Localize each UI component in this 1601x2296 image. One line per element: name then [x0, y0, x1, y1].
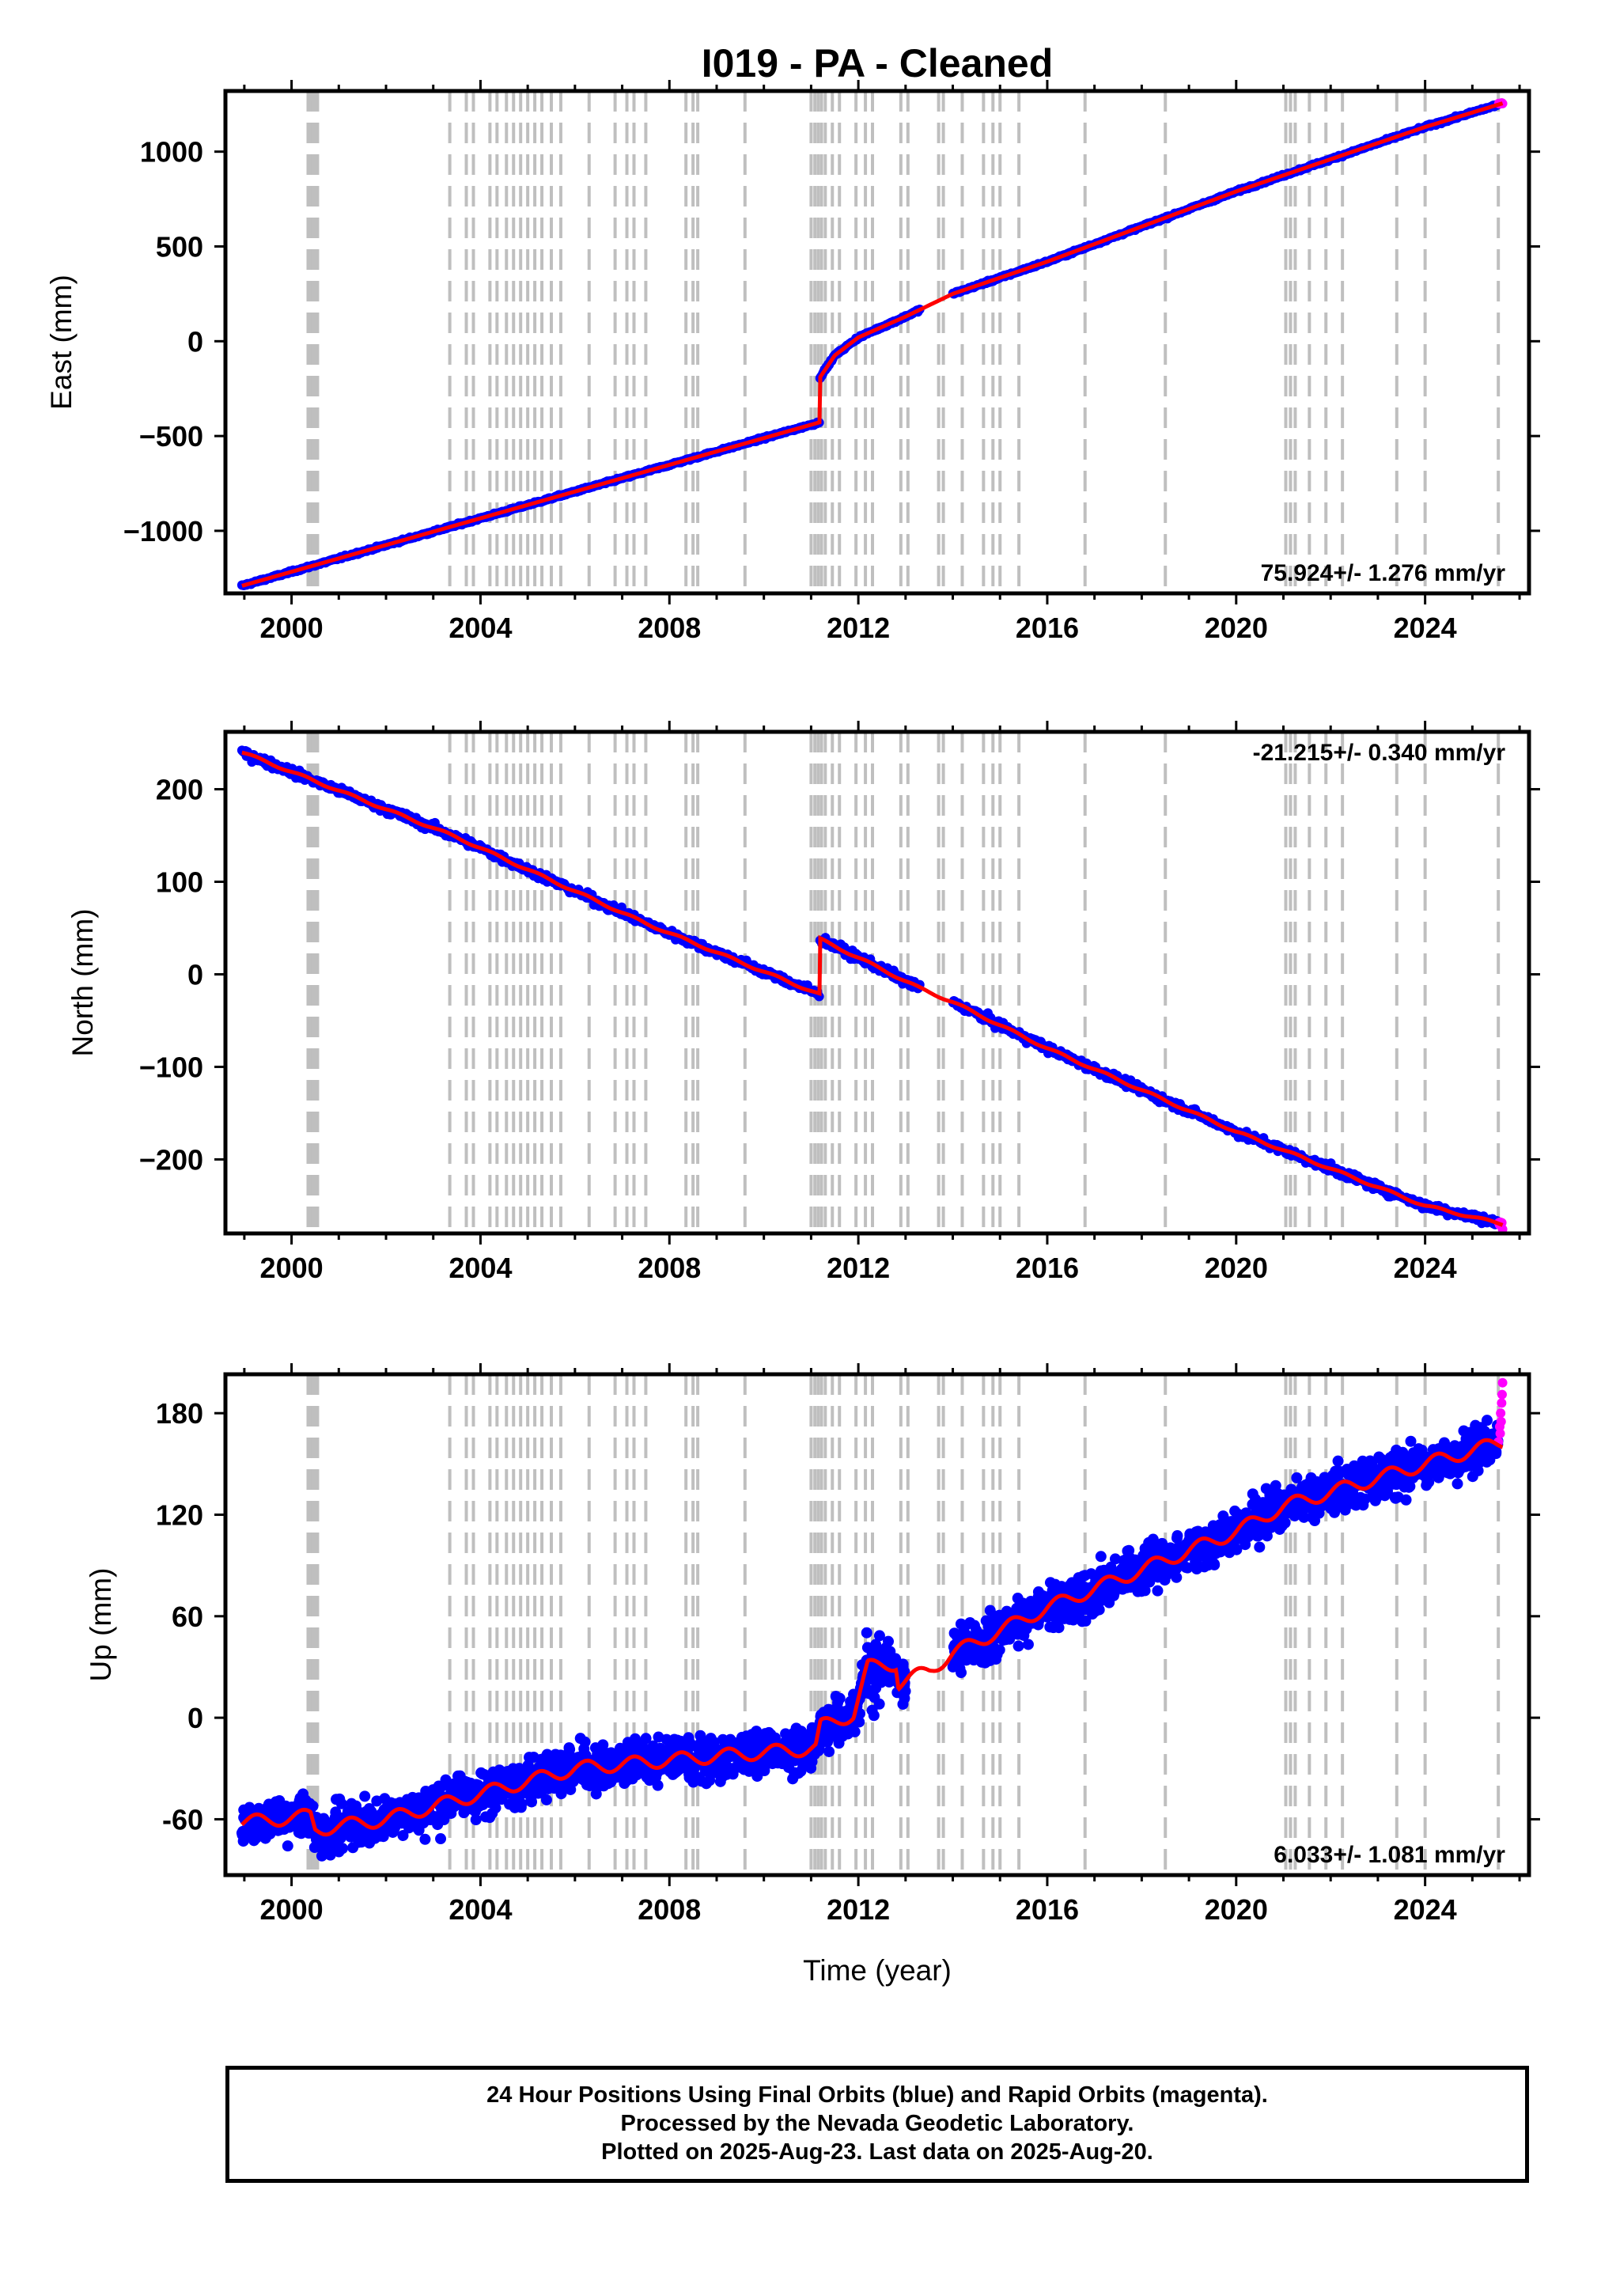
data-point	[1261, 1530, 1273, 1542]
data-point	[1291, 1472, 1303, 1483]
data-point	[1122, 1545, 1134, 1557]
y-tick-label: −200	[139, 1143, 203, 1176]
y-tick-label: 200	[156, 774, 203, 806]
data-point	[324, 1849, 336, 1861]
x-axis: 2000 2004 2008 2012 2016 2020 2024	[243, 721, 1521, 1284]
x-axis: 2000 2004 2008 2012 2016 2020 2024	[243, 80, 1521, 644]
x-tick-label: 2016	[1016, 612, 1079, 644]
data-point	[1086, 1608, 1098, 1620]
plot-area	[237, 91, 1508, 593]
data-point	[1405, 1435, 1417, 1447]
data-point	[1359, 1493, 1371, 1505]
plot-frame	[223, 89, 1531, 596]
data-point	[419, 1833, 431, 1845]
y-axis: −1000 −500 0 500 1000	[123, 136, 1540, 547]
x-tick-label: 2008	[638, 612, 701, 644]
y-tick-label: 1000	[140, 136, 203, 169]
data-point	[540, 1794, 552, 1805]
model-line	[241, 750, 1504, 1227]
plot-area	[237, 732, 1508, 1233]
north-panel: 2000 2004 2008 2012 2016 2020 2024 −200 −100 0 100…	[66, 721, 1540, 1284]
figure-title: I019 - PA - Cleaned	[702, 41, 1054, 85]
data-point	[695, 1730, 706, 1741]
final-orbit-points	[237, 100, 1503, 590]
final-orbit-points	[237, 745, 1503, 1229]
data-point	[1332, 1455, 1344, 1467]
y-tick-label: −100	[139, 1051, 203, 1083]
plot-frame	[223, 729, 1531, 1236]
data-point	[1044, 1577, 1056, 1589]
x-tick-label: 2020	[1205, 612, 1268, 644]
data-point	[1390, 1492, 1402, 1504]
plot-area	[236, 1374, 1508, 1875]
x-tick-label: 2020	[1205, 1252, 1268, 1284]
y-tick-label: −1000	[123, 515, 203, 547]
data-point	[1171, 1571, 1183, 1583]
x-tick-label: 2004	[449, 1252, 512, 1284]
data-point	[1190, 1563, 1202, 1575]
y-axis-label: East (mm)	[45, 275, 78, 410]
y-tick-label: −500	[139, 420, 203, 453]
data-point	[868, 1710, 880, 1722]
y-tick-label: 0	[187, 958, 203, 991]
data-point	[790, 1722, 802, 1734]
x-tick-label: 2024	[1394, 612, 1457, 644]
x-tick-label: 2024	[1394, 1252, 1457, 1284]
data-point	[337, 1843, 349, 1855]
data-point	[1481, 1415, 1493, 1426]
rate-annotation: 75.924+/- 1.276 mm/yr	[1261, 560, 1506, 586]
x-tick-label: 2000	[260, 612, 324, 644]
x-tick-label: 2004	[449, 612, 512, 644]
x-tick-label: 2008	[638, 1252, 701, 1284]
y-axis: −200 −100 0 100 200	[139, 774, 1540, 1176]
data-point	[1012, 1640, 1024, 1652]
x-tick-label: 2000	[260, 1252, 324, 1284]
data-point	[1044, 1621, 1056, 1633]
x-tick-label: 2012	[827, 612, 890, 644]
data-point	[359, 1790, 371, 1802]
data-point	[1451, 1478, 1463, 1490]
data-point	[707, 1737, 719, 1749]
x-tick-label: 2016	[1016, 1252, 1079, 1284]
y-axis-label: North (mm)	[66, 908, 99, 1056]
rate-annotation: -21.215+/- 0.340 mm/yr	[1253, 740, 1506, 766]
data-point	[371, 1795, 383, 1807]
data-point	[282, 1840, 293, 1852]
data-point	[435, 1833, 447, 1845]
data-point	[1152, 1585, 1164, 1597]
data-point	[1121, 1582, 1133, 1593]
model-line	[241, 101, 1504, 588]
rapid-point	[1497, 1224, 1508, 1233]
east-panel: 2000 2004 2008 2012 2016 2020 2024 −1000 −500 0 50…	[45, 80, 1540, 644]
up-panel: 2000 2004 2008 2012 2016 2020 2024-60060120180…	[85, 1363, 1540, 1926]
y-tick-label: 500	[156, 230, 203, 263]
data-point	[413, 1824, 425, 1836]
data-point	[823, 1745, 835, 1757]
data-point	[861, 1627, 872, 1639]
data-point	[1098, 1564, 1110, 1576]
data-point	[873, 1630, 885, 1642]
y-tick-label: 100	[156, 866, 203, 898]
x-tick-label: 2012	[827, 1252, 890, 1284]
final-orbit-points	[236, 1415, 1504, 1862]
y-tick-label: 0	[187, 325, 203, 358]
